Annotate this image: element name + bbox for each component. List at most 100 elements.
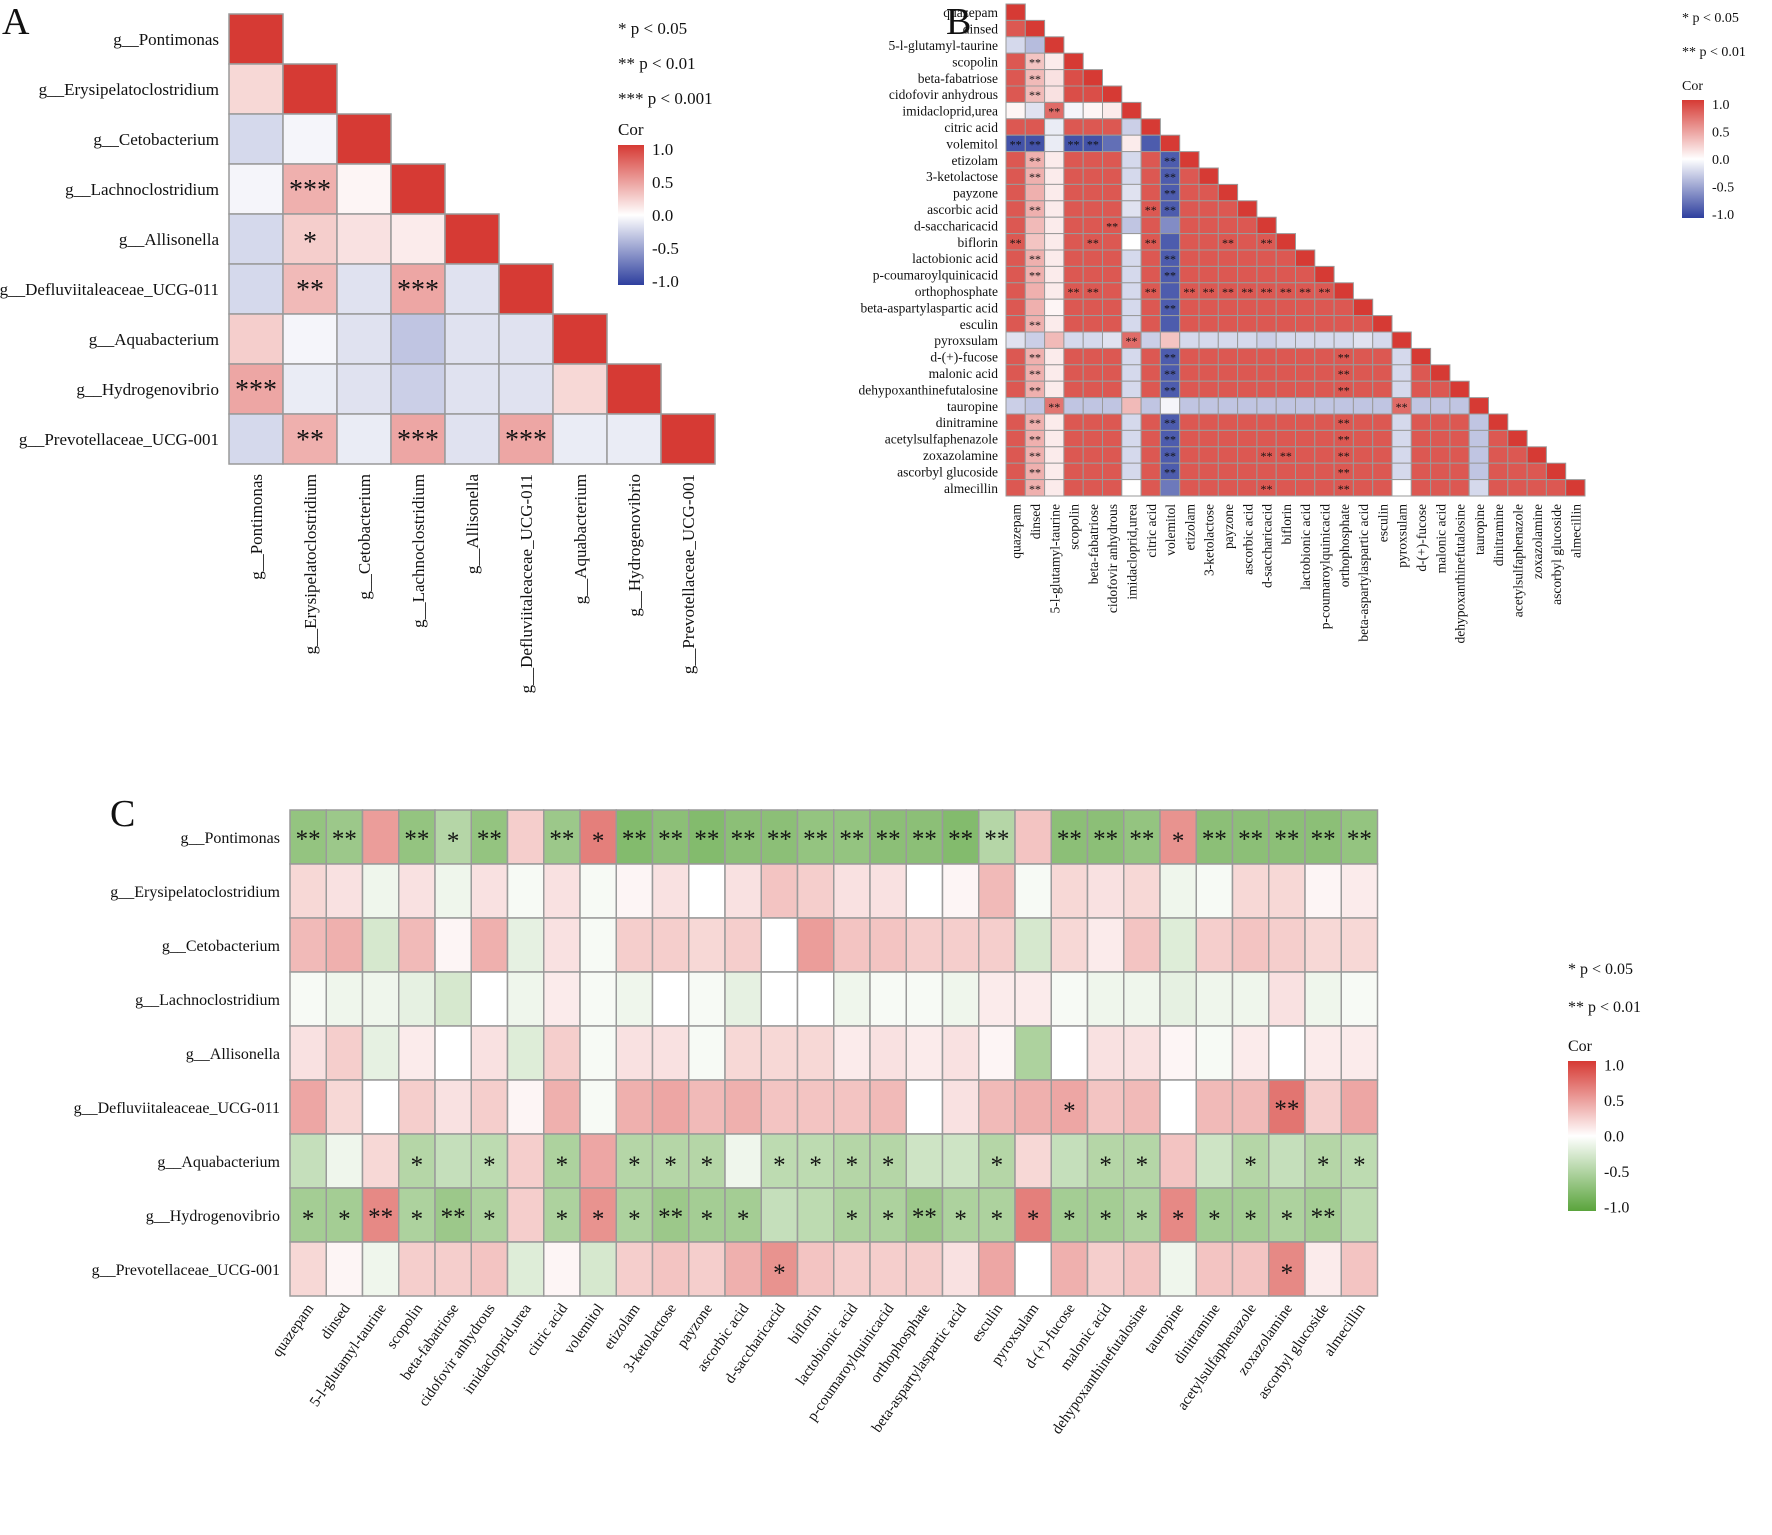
heatmap-cell — [1044, 200, 1065, 218]
heatmap-cell — [724, 1187, 762, 1243]
heatmap-cell — [1063, 69, 1084, 87]
significance-marker: * — [737, 1206, 750, 1233]
heatmap-cell — [361, 971, 400, 1027]
heatmap-cell — [1179, 331, 1200, 349]
heatmap-cell — [444, 413, 500, 465]
column-label: scopolin — [1067, 504, 1082, 550]
colorbar-tick-label: 0.5 — [652, 173, 673, 192]
significance-marker: * — [1244, 1206, 1257, 1233]
heatmap-cell — [1391, 331, 1412, 349]
heatmap-cell — [228, 313, 284, 365]
heatmap-cell — [1044, 85, 1065, 103]
heatmap-cell — [1121, 233, 1142, 251]
heatmap-cell — [760, 1025, 799, 1081]
heatmap-cell — [1044, 347, 1065, 366]
significance-marker: * — [1063, 1206, 1076, 1233]
heatmap-cell — [1121, 446, 1142, 464]
significance-marker: * — [954, 1206, 967, 1233]
heatmap-cell — [1102, 364, 1123, 382]
significance-marker: ** — [1222, 285, 1234, 299]
heatmap-cell — [1268, 863, 1306, 919]
heatmap-cell — [1121, 167, 1142, 185]
heatmap-cell — [1044, 331, 1065, 349]
colorbar-tick-label: -0.5 — [652, 239, 679, 258]
heatmap-cell — [282, 313, 338, 365]
heatmap-cell — [1082, 118, 1103, 136]
heatmap-cell — [1179, 380, 1200, 399]
row-label: dehypoxanthinefutalosine — [859, 382, 998, 397]
heatmap-cell — [1268, 917, 1306, 973]
heatmap-cell — [1340, 1079, 1379, 1135]
heatmap-cell — [833, 863, 871, 919]
heatmap-cell — [1050, 1241, 1089, 1297]
heatmap-cell — [1314, 315, 1335, 333]
heatmap-cell — [1217, 397, 1239, 415]
heatmap-cell — [1140, 151, 1161, 169]
heatmap-cell — [1256, 347, 1277, 366]
heatmap-cell — [1123, 1079, 1161, 1135]
heatmap-panel-a: ****** ******** *** ***g__Pontimonasg__Erys… — [0, 13, 716, 693]
heatmap-cell — [1082, 151, 1103, 169]
column-label: quazepam — [269, 1301, 317, 1360]
heatmap-cell — [1231, 809, 1270, 865]
heatmap-cell — [1304, 1079, 1342, 1135]
heatmap-cell — [869, 971, 907, 1027]
heatmap-cell — [1063, 331, 1084, 349]
heatmap-cell — [1217, 347, 1239, 366]
significance-marker: ** — [296, 275, 324, 306]
heatmap-cell — [724, 917, 762, 973]
heatmap-cell — [1231, 971, 1270, 1027]
heatmap-cell — [1121, 118, 1142, 136]
heatmap-cell — [1102, 101, 1123, 120]
heatmap-cell — [498, 313, 554, 365]
heatmap-cell — [1159, 1241, 1197, 1297]
heatmap-cell — [1050, 1025, 1089, 1081]
colorbar-tick-label: 0.5 — [1712, 125, 1730, 140]
significance-marker: ** — [1202, 826, 1227, 853]
significance-marker: ** — [1164, 433, 1176, 447]
row-label: g__Hydrogenovibrio — [146, 1208, 280, 1225]
column-label: pyroxsulam — [1395, 504, 1410, 568]
heatmap-cell — [760, 917, 799, 973]
heatmap-cell — [1050, 1079, 1089, 1135]
panel-letter-c: C — [110, 793, 135, 835]
heatmap-cell — [1507, 462, 1528, 481]
heatmap-cell — [498, 263, 554, 315]
column-label: quazepam — [1009, 504, 1024, 559]
significance-marker: ** — [1010, 137, 1022, 151]
heatmap-cell — [1050, 809, 1089, 865]
heatmap-cell — [1140, 397, 1161, 415]
heatmap-cell — [615, 1079, 654, 1135]
heatmap-cell — [325, 917, 364, 973]
significance-marker: *** — [289, 175, 331, 206]
heatmap-cell — [1295, 380, 1316, 399]
heatmap-cell — [398, 971, 436, 1027]
heatmap-cell — [1468, 479, 1489, 497]
column-label: biflorin — [1279, 504, 1294, 545]
heatmap-cell — [1488, 479, 1509, 497]
heatmap-cell — [1044, 36, 1065, 54]
heatmap-cell — [1295, 462, 1316, 481]
heatmap-cell — [1121, 265, 1142, 284]
colorbar-tick-label: 0.5 — [1604, 1093, 1624, 1110]
heatmap-cell — [1140, 347, 1161, 366]
significance-marker: ** — [1010, 236, 1022, 250]
column-label: d-(+)-fucose — [1414, 504, 1429, 572]
heatmap-cell — [1121, 413, 1142, 431]
significance-marker: ** — [1164, 416, 1176, 430]
row-label: ascorbic acid — [927, 202, 998, 217]
heatmap-cell — [282, 163, 338, 215]
heatmap-cell — [905, 917, 944, 973]
heatmap-cell — [1044, 249, 1065, 267]
heatmap-cell — [1140, 413, 1161, 431]
row-label: dinsed — [963, 22, 998, 37]
heatmap-cell — [1044, 315, 1065, 333]
significance-marker: *** — [235, 375, 277, 406]
heatmap-cell — [1198, 183, 1219, 202]
heatmap-cell — [869, 1025, 907, 1081]
heatmap-cell — [1352, 364, 1374, 382]
row-label: g__Lachnoclostridium — [65, 180, 219, 199]
heatmap-cell — [336, 163, 392, 215]
heatmap-cell — [1372, 413, 1393, 431]
significance-marker: ** — [984, 826, 1009, 853]
